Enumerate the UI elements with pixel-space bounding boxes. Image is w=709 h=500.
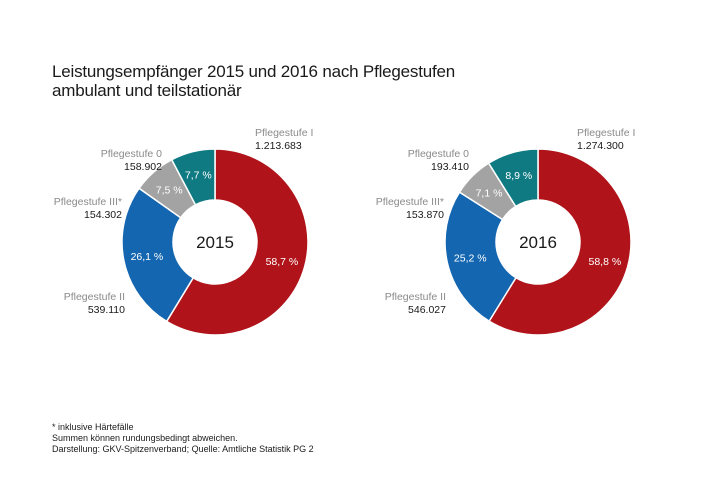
donut-chart-2016: 58,8 % Pflegestufe I1.274.300 25,2 % Pflege… (376, 127, 635, 336)
percent-label-pflegestufe-ii-2015: 26,1 % (131, 251, 164, 263)
chart-title-line-2: ambulant und teilstationär (52, 81, 242, 100)
footnote-haertefaelle: * inklusive Härtefälle (52, 422, 134, 432)
slice-pflegestufe-ii-2015 (121, 187, 195, 323)
category-label-pflegestufe-iii-2016: Pflegestufe III* (376, 196, 444, 208)
percent-label-pflegestufe-0-2016: 8,9 % (505, 170, 532, 182)
footnote-source: Darstellung: GKV-Spitzenverband; Quelle:… (52, 444, 314, 454)
year-label-2016: 2016 (519, 233, 557, 252)
value-label-pflegestufe-ii-2015: 539.110 (88, 304, 125, 316)
category-label-pflegestufe-0-2016: Pflegestufe 0 (408, 148, 469, 160)
percent-label-pflegestufe-ii-2016: 25,2 % (454, 253, 487, 265)
value-label-pflegestufe-i-2016: 1.274.300 (577, 140, 624, 152)
footnote-rounding: Summen können rundungsbedingt abweichen. (52, 433, 238, 443)
slice-pflegestufe-0-2016 (487, 148, 539, 208)
percent-label-pflegestufe-iii-2015: 7,5 % (156, 185, 183, 197)
slice-pflegestufe-0-2015 (170, 148, 216, 206)
value-label-pflegestufe-ii-2016: 546.027 (408, 304, 446, 316)
percent-label-pflegestufe-i-2015: 58,7 % (266, 256, 299, 268)
donut-chart-2015: 58,7 % Pflegestufe I1.213.683 26,1 % Pflege… (54, 127, 313, 336)
category-label-pflegestufe-0-2015: Pflegestufe 0 (101, 148, 162, 160)
chart-title: Leistungsempfänger 2015 und 2016 nach Pf… (52, 62, 455, 100)
category-label-pflegestufe-iii-2015: Pflegestufe III* (54, 196, 122, 208)
percent-label-pflegestufe-0-2015: 7,7 % (185, 170, 212, 182)
slice-pflegestufe-i-2015 (165, 148, 309, 336)
percent-label-pflegestufe-iii-2016: 7,1 % (476, 188, 503, 200)
chart-title-line-1: Leistungsempfänger 2015 und 2016 nach Pf… (52, 62, 456, 81)
value-label-pflegestufe-iii-2016: 153.870 (406, 209, 444, 221)
value-label-pflegestufe-0-2016: 193.410 (431, 161, 469, 173)
category-label-pflegestufe-i-2015: Pflegestufe I (255, 127, 313, 139)
percent-label-pflegestufe-i-2016: 58,8 % (589, 256, 622, 268)
category-label-pflegestufe-ii-2016: Pflegestufe II (385, 291, 446, 303)
footnotes: * inklusive Härtefälle Summen können run… (52, 422, 314, 455)
category-label-pflegestufe-ii-2015: Pflegestufe II (64, 291, 125, 303)
value-label-pflegestufe-iii-2015: 154.302 (84, 209, 122, 221)
category-label-pflegestufe-i-2016: Pflegestufe I (577, 127, 635, 139)
slice-pflegestufe-ii-2016 (444, 191, 517, 323)
slice-pflegestufe-i-2016 (488, 148, 632, 336)
value-label-pflegestufe-i-2015: 1.213.683 (255, 140, 302, 152)
value-label-pflegestufe-0-2015: 158.902 (124, 161, 162, 173)
year-label-2015: 2015 (196, 233, 234, 252)
